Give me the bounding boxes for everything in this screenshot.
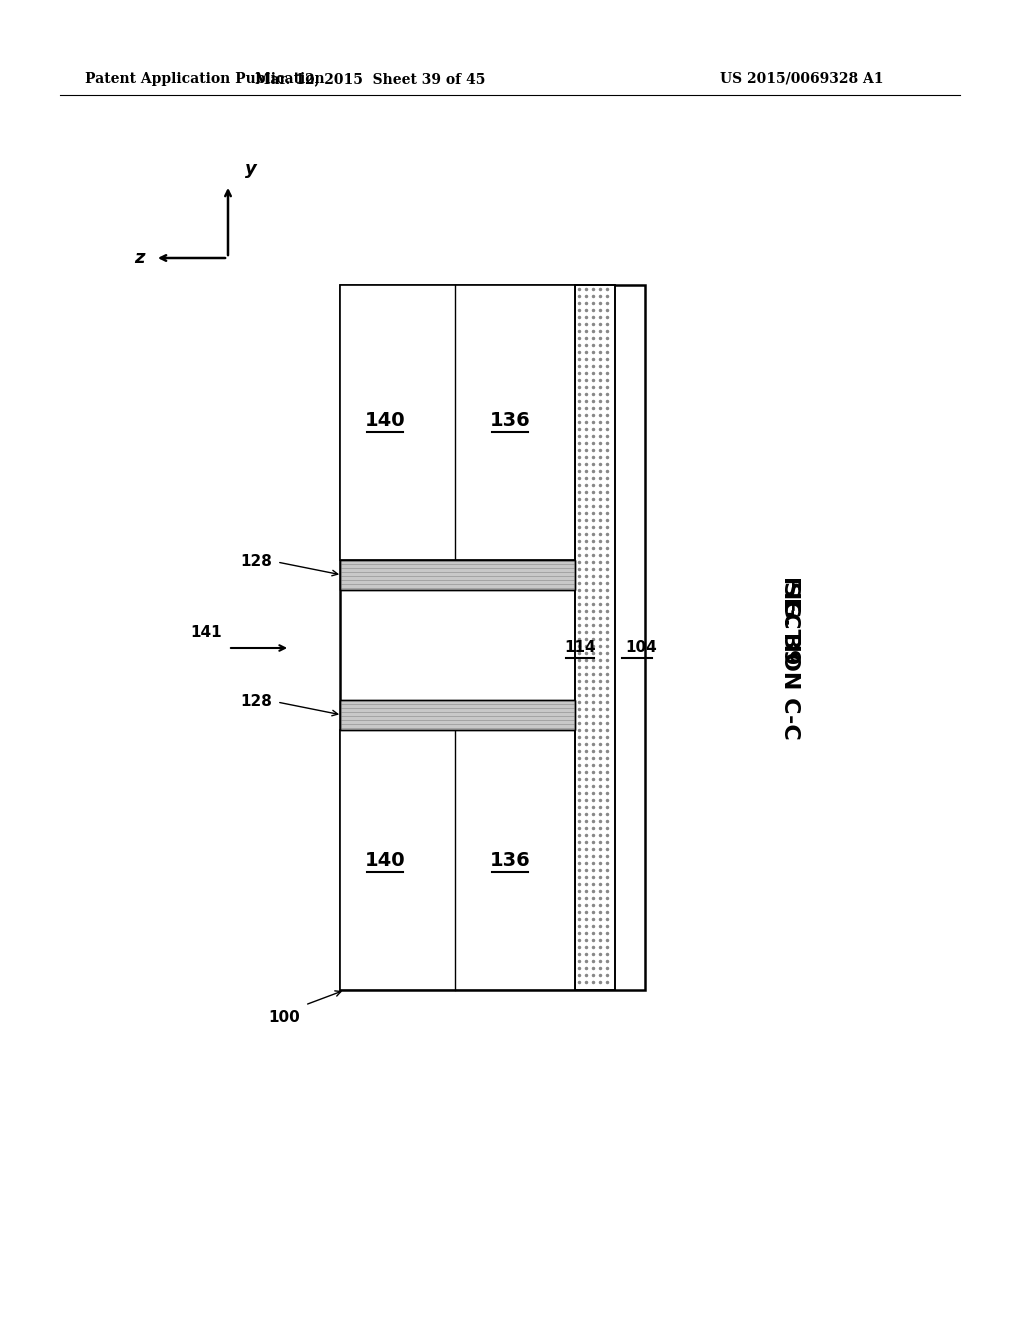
Text: 140: 140 — [365, 850, 406, 870]
Text: Patent Application Publication: Patent Application Publication — [85, 73, 325, 86]
Text: SECTION C-C: SECTION C-C — [780, 581, 800, 739]
Text: y: y — [245, 160, 257, 178]
Bar — [340, 560, 575, 590]
Bar — [340, 285, 575, 560]
Text: 136: 136 — [489, 411, 530, 429]
Text: Mar. 12, 2015  Sheet 39 of 45: Mar. 12, 2015 Sheet 39 of 45 — [255, 73, 485, 86]
Text: 128: 128 — [240, 554, 272, 569]
Text: 136: 136 — [489, 850, 530, 870]
Text: 114: 114 — [564, 640, 596, 656]
Bar — [340, 700, 575, 730]
Bar — [340, 700, 575, 730]
Bar — [340, 730, 575, 990]
Text: 128: 128 — [240, 694, 272, 710]
Text: FIG. 39: FIG. 39 — [780, 576, 800, 664]
Text: 141: 141 — [190, 624, 221, 640]
Text: 100: 100 — [268, 1010, 300, 1026]
Text: 104: 104 — [625, 640, 656, 656]
Bar — [340, 560, 575, 590]
Bar — [575, 285, 615, 990]
Text: z: z — [134, 249, 145, 267]
Text: US 2015/0069328 A1: US 2015/0069328 A1 — [720, 73, 884, 86]
Bar — [340, 285, 645, 990]
Text: 140: 140 — [365, 411, 406, 429]
Bar — [575, 285, 615, 990]
